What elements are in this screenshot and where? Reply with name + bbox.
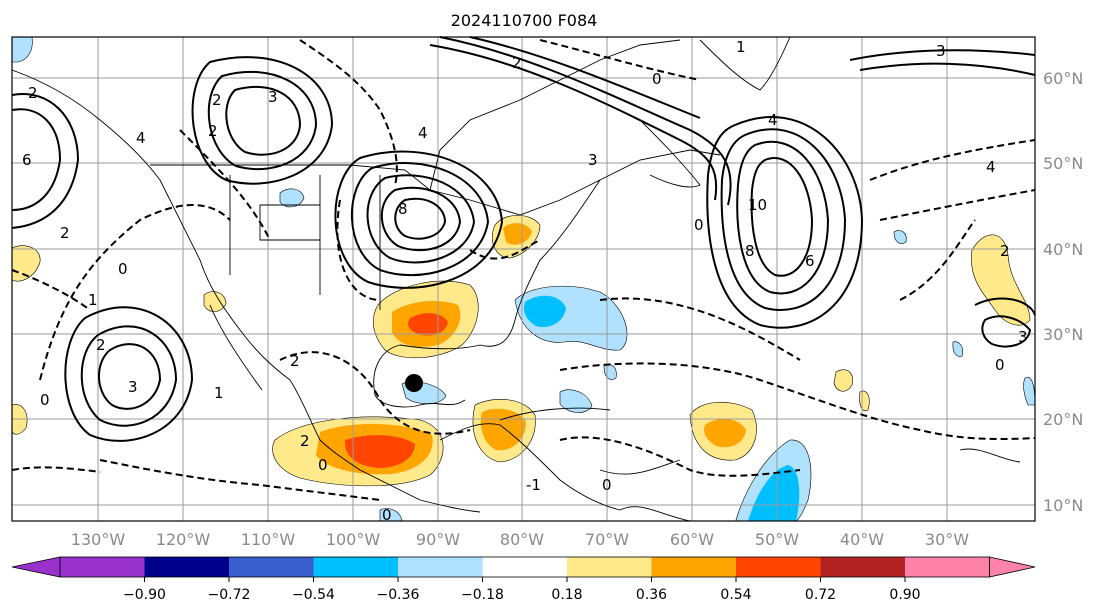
contour-lines [11,36,1036,501]
storm-center-marker [405,374,423,392]
contour-label: 2 [290,352,300,370]
colorbar-extend-min [11,556,61,578]
colorbar-segment [820,557,905,577]
lat-tick-label: 40°N [1043,240,1083,259]
contour-label: 2 [60,224,70,242]
contour-label: 3 [268,88,278,106]
colorbar-tick-label: −0.18 [461,587,504,603]
contour-label: 1 [88,291,98,309]
colorbar-tick-label: −0.36 [377,587,420,603]
colorbar-segment [736,557,821,577]
contour-label: 4 [986,158,996,176]
contour-label: 4 [418,124,428,142]
colorbar-tick-label: 0.90 [889,587,920,603]
contour-label: 3 [128,378,138,396]
lat-tick-label: 20°N [1043,410,1083,429]
contour-label: -1 [526,476,541,494]
lon-tick-label: 100°W [326,530,381,549]
colorbar-segment [567,557,652,577]
map-panel: 2 3 2 4 4 3 2 8 10 8 6 4 3 0 1 2 3 0 1 2… [11,36,1036,524]
contour-label: 2 [512,54,522,72]
lon-tick-label: 110°W [241,530,296,549]
map-border [11,36,1036,522]
lon-tick-label: 70°W [585,530,629,549]
contour-label: 2 [28,84,38,102]
colorbar-segment [229,557,314,577]
lon-tick-label: 130°W [71,530,126,549]
contour-label: 2 [96,336,106,354]
lon-tick-label: 120°W [156,530,211,549]
lat-axis: 60°N 50°N 40°N 30°N 20°N 10°N [1043,69,1083,515]
contour-label: 0 [318,456,328,474]
contour-label: 1 [736,38,746,56]
colorbar-segment [905,557,990,577]
contour-label: 2 [208,122,218,140]
contour-label: 0 [652,70,662,88]
lon-tick-label: 50°W [755,530,799,549]
contour-labels: 2 3 2 4 4 3 2 8 10 8 6 4 3 0 1 2 3 0 1 2… [22,38,1028,524]
contour-label: 1 [214,384,224,402]
lat-tick-label: 50°N [1043,154,1083,173]
contour-label: 0 [602,476,612,494]
contour-label: 0 [40,391,50,409]
contour-label: 3 [936,42,946,60]
colorbar-segment [651,557,736,577]
lon-axis: 130°W 120°W 110°W 100°W 90°W 80°W 70°W 6… [71,530,969,549]
colorbar-tick-label: 0.54 [720,587,751,603]
graticule [12,37,1035,521]
colorbar-tick-label: 0.72 [805,587,836,603]
contour-label: 6 [22,151,32,169]
lat-tick-label: 30°N [1043,325,1083,344]
contour-label: 4 [768,111,778,129]
colorbar-segment [60,557,145,577]
contour-label: 3 [588,151,598,169]
coastlines [11,36,1021,522]
colorbar-tick-label: −0.90 [123,587,166,603]
colorbar-extend-max [989,556,1036,578]
contour-label: 2 [1000,242,1010,260]
figure-title: 2024110700 F084 [451,11,598,30]
lon-tick-label: 80°W [500,530,544,549]
contour-label: 3 [1018,328,1028,346]
colorbar: −0.90 −0.72 −0.54 −0.36 −0.18 0.18 0.36 … [11,556,1036,603]
contour-label: 0 [118,260,128,278]
lon-tick-label: 40°W [840,530,884,549]
contour-label: 0 [995,356,1005,374]
colorbar-segment [398,557,483,577]
colorbar-tick-label: −0.54 [292,587,335,603]
contour-label: 0 [694,216,704,234]
colorbar-tick-label: 0.18 [551,587,582,603]
colorbar-tick-label: 0.36 [636,587,667,603]
contour-label: 8 [398,200,408,218]
contour-label: 2 [300,432,310,450]
contour-label: 0 [382,506,392,524]
lat-tick-label: 10°N [1043,496,1083,515]
contour-label: 2 [212,91,222,109]
colorbar-segment [144,557,229,577]
colorbar-segment [482,557,567,577]
contour-label: 6 [805,252,815,270]
contour-label: 8 [745,242,755,260]
colorbar-segment [313,557,398,577]
lon-tick-label: 30°W [925,530,969,549]
lat-tick-label: 60°N [1043,69,1083,88]
lon-tick-label: 60°W [670,530,714,549]
lon-tick-label: 90°W [416,530,460,549]
contour-label: 4 [136,129,146,147]
contour-label: 10 [748,196,767,214]
colorbar-tick-label: −0.72 [208,587,251,603]
